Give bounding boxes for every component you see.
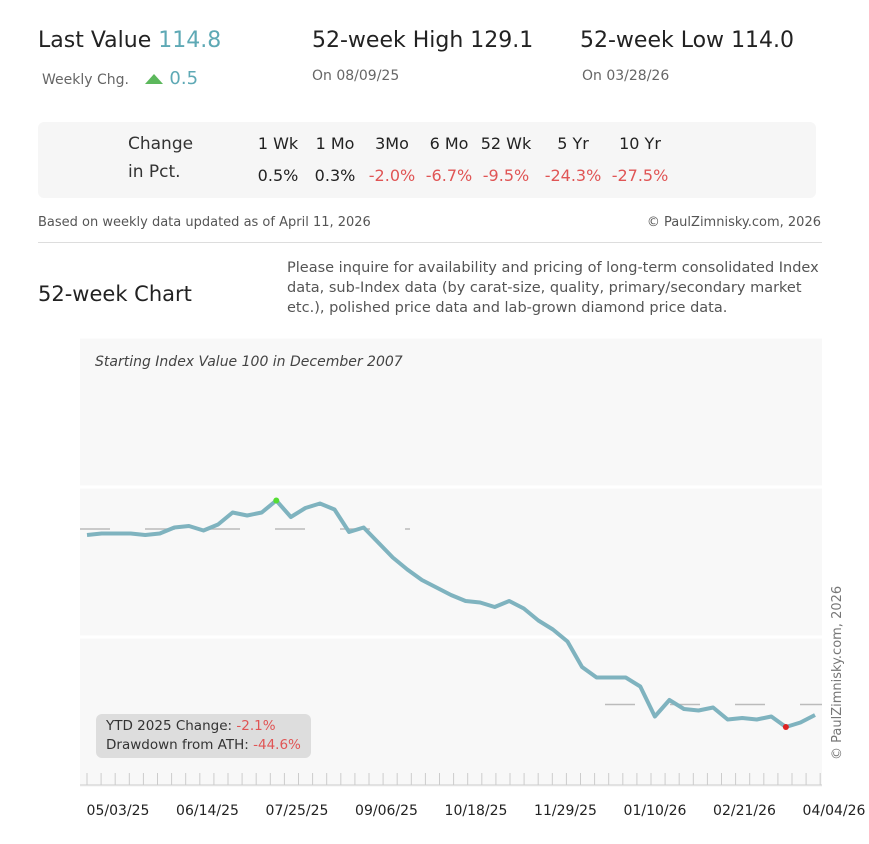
x-tick-label: 02/21/26 bbox=[713, 803, 776, 819]
period-label: 3Mo bbox=[375, 134, 409, 153]
x-tick-label: 01/10/26 bbox=[623, 803, 687, 819]
data-note: Based on weekly data updated as of April… bbox=[38, 215, 371, 230]
high-value: 129.1 bbox=[470, 28, 534, 53]
high-date: On 08/09/25 bbox=[312, 68, 400, 84]
period-value: -2.0% bbox=[368, 166, 416, 185]
low-date: On 03/28/26 bbox=[582, 68, 670, 84]
high-marker bbox=[273, 497, 280, 504]
x-tick-label: 04/04/26 bbox=[802, 803, 866, 819]
chart-title: Starting Index Value 100 in December 200… bbox=[95, 354, 403, 370]
weekly-change: Weekly Chg. 0.5 bbox=[42, 68, 198, 89]
drawdown-value: -44.6% bbox=[253, 737, 301, 753]
divider bbox=[38, 242, 822, 243]
change-label-2: in Pct. bbox=[128, 162, 181, 182]
period-label: 1 Wk bbox=[257, 134, 299, 153]
inquiry-text[interactable]: Please inquire for availability and pric… bbox=[287, 260, 819, 316]
x-tick-label: 11/29/25 bbox=[534, 803, 597, 819]
section-title: 52-week Chart bbox=[38, 282, 192, 306]
weekly-change-label: Weekly Chg. bbox=[42, 72, 129, 88]
copyright: © PaulZimnisky.com, 2026 bbox=[646, 215, 821, 230]
annotation-box: YTD 2025 Change: -2.1% Drawdown from ATH… bbox=[96, 714, 311, 758]
ytd-value: -2.1% bbox=[236, 718, 276, 734]
low-label: 52-week Low bbox=[580, 28, 725, 53]
x-tick-label: 06/14/25 bbox=[176, 803, 239, 819]
x-tick-label: 09/06/25 bbox=[355, 803, 418, 819]
low-marker bbox=[782, 724, 789, 730]
up-triangle-icon bbox=[145, 74, 164, 84]
x-tick-label: 10/18/25 bbox=[444, 803, 508, 819]
change-table: Change in Pct. 1 Wk 0.5% 1 Mo 0.3% 3Mo -2.0% 6… bbox=[38, 122, 816, 198]
period-value: -9.5% bbox=[482, 166, 530, 185]
weekly-change-value: 0.5 bbox=[169, 68, 199, 89]
chart-svg bbox=[80, 337, 822, 786]
period-value: -24.3% bbox=[544, 166, 602, 185]
last-value: Last Value 114.8 bbox=[38, 28, 221, 53]
ytd-label: YTD 2025 Change: bbox=[106, 718, 233, 734]
series-line bbox=[86, 498, 816, 729]
low-value: 114.0 bbox=[731, 28, 795, 53]
change-label: Change bbox=[128, 134, 194, 154]
last-value-label: Last Value bbox=[38, 28, 152, 53]
period-label: 5 Yr bbox=[557, 134, 589, 153]
chart-area: Starting Index Value 100 in December 200… bbox=[80, 337, 822, 787]
period-value: -27.5% bbox=[611, 166, 669, 185]
period-label: 10 Yr bbox=[619, 134, 661, 153]
last-value-number: 114.8 bbox=[158, 28, 222, 53]
high-label: 52-week High bbox=[312, 28, 464, 53]
chart-watermark: © PaulZimnisky.com, 2026 bbox=[830, 585, 845, 760]
period-label: 52 Wk bbox=[480, 134, 532, 153]
period-label: 1 Mo bbox=[315, 134, 355, 153]
low: 52-week Low 114.0 bbox=[580, 28, 794, 53]
period-value: 0.3% bbox=[314, 166, 356, 185]
period-value: -6.7% bbox=[425, 166, 473, 185]
drawdown-label: Drawdown from ATH: bbox=[106, 737, 249, 753]
period-value: 0.5% bbox=[257, 166, 299, 185]
x-tick-label: 05/03/25 bbox=[86, 803, 150, 819]
period-label: 6 Mo bbox=[429, 134, 469, 153]
high: 52-week High 129.1 bbox=[312, 28, 533, 53]
x-tick-label: 07/25/25 bbox=[265, 803, 329, 819]
